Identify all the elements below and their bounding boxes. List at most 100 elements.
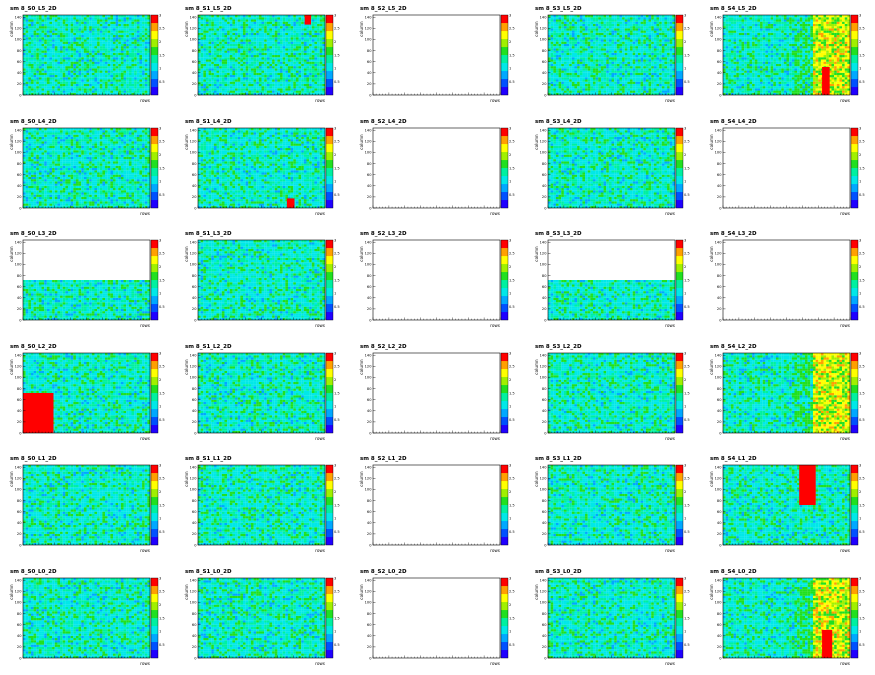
heatmap-cell [672,41,676,44]
heatmap-cell [227,23,230,27]
colorbar-tick-label: 2.5 [159,27,165,31]
heatmap-cell [608,92,612,96]
heatmap-cell [75,50,79,53]
heatmap-cell [36,52,39,56]
heatmap-cell [57,43,61,47]
heatmap-cell [120,43,124,47]
heatmap-cell [240,72,244,76]
heatmap-cell [606,41,609,44]
heatmap-cell [70,19,74,22]
heatmap-cell [550,63,554,67]
heatmap-cell [224,59,228,62]
heatmap-cell [614,39,617,42]
heatmap-cell [630,63,633,67]
heatmap-cell [65,61,69,64]
heatmap-cell [229,52,233,56]
heatmap-cell [293,90,296,93]
heatmap-cell [102,79,106,82]
heatmap-cell [245,86,249,89]
heatmap-cell [67,88,71,91]
heatmap-cell [142,30,145,33]
heatmap-cell [147,57,151,60]
heatmap-cell [38,46,42,49]
heatmap-cell [198,88,201,91]
heatmap-cell [102,48,106,51]
heatmap-cell [25,26,29,29]
heatmap-cell [128,48,132,51]
heatmap-cell [643,88,646,91]
heatmap-cell [36,43,39,47]
heatmap-cell [28,15,31,18]
colorbar-tick-label: 3 [159,13,161,17]
heatmap-cell [277,28,281,31]
heatmap-cell [131,48,135,51]
heatmap-cell [319,83,323,87]
heatmap-cell [221,63,225,67]
heatmap-cell [258,21,262,24]
heatmap-cell [136,28,140,31]
heatmap-cell [664,77,668,80]
heatmap-cell [208,59,212,62]
heatmap-cell [198,23,201,27]
heatmap-cell [648,70,652,73]
heatmap-cell [253,55,257,58]
heatmap-cell [669,55,673,58]
heatmap-cell [205,28,209,31]
heatmap-cell [317,46,320,49]
heatmap-cell [102,19,106,22]
heatmap-cell [611,77,615,80]
heatmap-cell [142,75,145,78]
heatmap-cell [558,59,562,62]
heatmap-cell [272,30,275,33]
heatmap-cell [73,46,76,49]
heatmap-cell [229,17,233,20]
heatmap-cell [54,15,58,18]
heatmap-cell [322,92,326,96]
heatmap-cell [97,57,100,60]
heatmap-cell [608,63,612,67]
heatmap-cell [86,86,90,89]
heatmap-cell [287,37,291,40]
heatmap-cell [272,46,275,49]
heatmap-cell [213,30,217,33]
heatmap-cell [62,26,66,29]
heatmap-cell [60,50,63,53]
heatmap-cell [224,15,228,18]
heatmap-cell [566,77,570,80]
heatmap-cell [139,19,143,22]
heatmap-cell [664,90,668,93]
heatmap-cell [585,70,588,73]
heatmap-cell [643,52,646,56]
heatmap-cell [298,39,302,42]
heatmap-cell [566,90,570,93]
heatmap-cell [115,59,119,62]
heatmap-cell [256,17,259,20]
heatmap-cell [566,79,570,82]
heatmap-cell [248,26,251,29]
heatmap-cell [65,75,69,78]
heatmap-cell [112,90,116,93]
heatmap-cell [49,77,53,80]
heatmap-cell [553,61,556,64]
heatmap-cell [277,30,281,33]
heatmap-cell [309,28,312,31]
heatmap-cell [555,48,559,51]
heatmap-cell [264,86,267,89]
heatmap-cell [256,77,259,80]
heatmap-cell [643,92,646,96]
heatmap-cell [303,90,307,93]
heatmap-cell [290,70,294,73]
heatmap-cell [643,35,646,38]
heatmap-cell [648,86,652,89]
heatmap-cell [574,66,578,69]
heatmap-cell [30,75,34,78]
heatmap-cell [548,90,551,93]
heatmap-cell [303,48,307,51]
heatmap-cell [67,59,71,62]
heatmap-cell [293,32,296,36]
heatmap-cell [608,55,612,58]
heatmap-cell [232,86,236,89]
heatmap-cell [253,30,257,33]
heatmap-cell [306,23,310,27]
heatmap-cell [205,23,209,27]
